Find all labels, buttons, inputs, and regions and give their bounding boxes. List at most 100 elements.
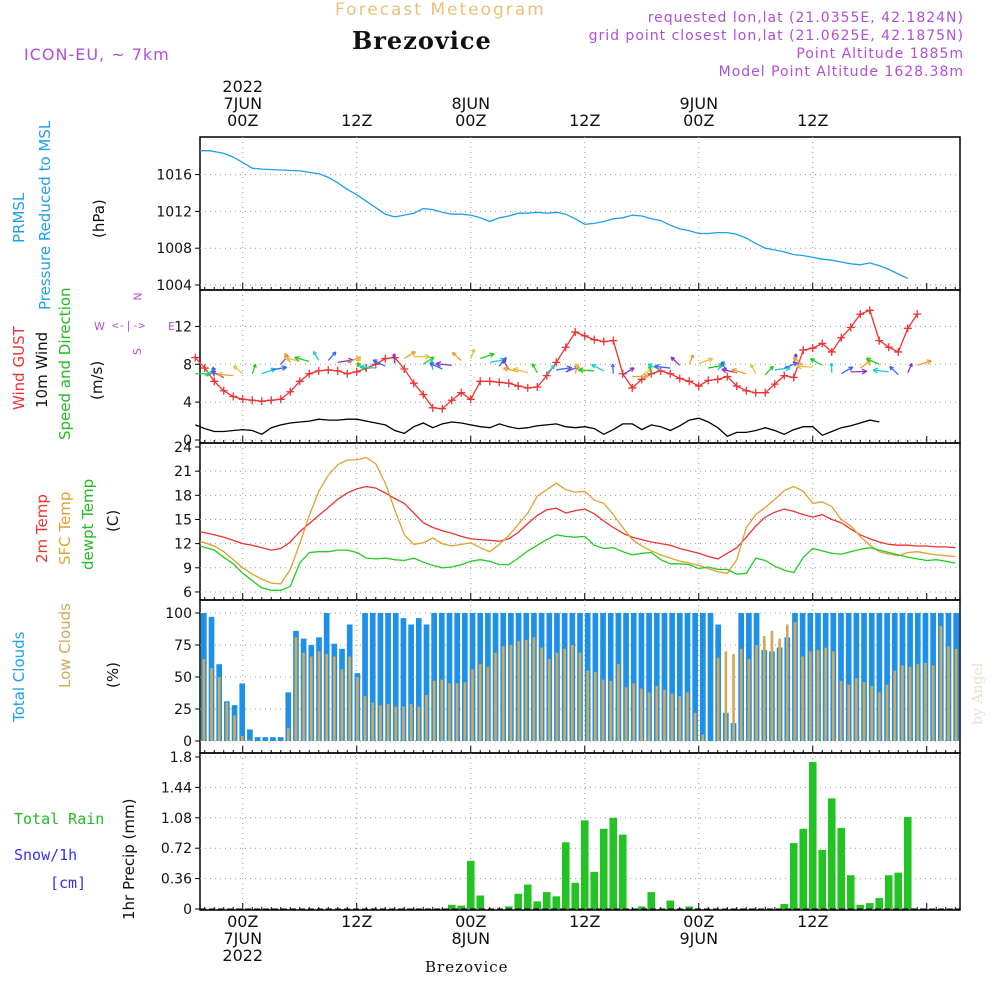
low-cloud-bar (609, 680, 613, 741)
wind-arrow (917, 360, 932, 366)
wind-arrow (670, 356, 681, 366)
total-cloud-bar (431, 613, 437, 741)
wind-arrow-head (647, 363, 653, 369)
gust-marker (713, 375, 722, 384)
top-time-line: 2022 (222, 77, 264, 96)
gust-marker (191, 353, 200, 362)
low-cloud-bar (340, 669, 344, 741)
total-cloud-bar (438, 613, 445, 741)
low-cloud-bar (916, 664, 920, 741)
gust-marker (742, 386, 751, 395)
wind10-line (195, 417, 880, 437)
total-cloud-bar (247, 729, 253, 741)
wind-arrow-head (211, 366, 216, 371)
wind-arrow (217, 373, 234, 377)
rain-bar (827, 798, 836, 909)
requested-coords: requested lon,lat (21.0355E, 42.1824N) (647, 10, 964, 26)
bottom-time-label: 12Z (317, 913, 397, 930)
wind-arrow-head (578, 367, 584, 374)
total-cloud-bar (699, 613, 706, 741)
low-cloud-bar (363, 696, 367, 741)
low-cloud-bar (379, 705, 382, 741)
gust-marker (913, 310, 922, 319)
gust-marker (780, 371, 789, 380)
model-altitude: Model Point Altitude 1628.38m (718, 64, 964, 80)
low-cloud-bar (724, 651, 728, 741)
low-cloud-bar (547, 659, 551, 741)
total-cloud-bar (423, 624, 430, 741)
wind-arrow-head (889, 365, 894, 371)
gust-marker (238, 395, 247, 404)
rain-bar (903, 816, 912, 909)
meteogram-subtitle: Forecast Meteogram (335, 0, 546, 20)
precip-ytick-label: 0.36 (161, 872, 192, 888)
low-cloud-bar (770, 630, 774, 741)
wind-arrow (889, 366, 899, 376)
low-cloud-bar (532, 637, 536, 741)
total-cloud-bar (600, 613, 606, 741)
wind-arrow (810, 358, 823, 366)
wind-arrow (731, 368, 747, 375)
gust-marker (656, 366, 665, 375)
total-cloud-bar (876, 613, 883, 741)
low-cloud-bar (333, 656, 336, 741)
wind-arrow-head (629, 367, 635, 372)
low-cloud-bar (847, 684, 851, 741)
low-cloud-bar (225, 702, 229, 741)
wind-arrow (327, 351, 337, 361)
gust-marker (257, 397, 266, 406)
total-cloud-bar (392, 613, 399, 741)
wind-arrow (654, 365, 671, 369)
gust-marker (229, 392, 238, 401)
wind-arrow (784, 362, 798, 369)
rain-bar (875, 898, 884, 909)
clouds-ytick-label: 0 (183, 734, 192, 750)
pressure-frame (199, 136, 961, 291)
low-cloud-bar (901, 665, 904, 741)
bottom-time-line: 00Z (455, 912, 487, 931)
gust-marker (324, 365, 333, 374)
total-cloud-bar (638, 613, 645, 741)
wind-arrow-head (232, 365, 238, 370)
wind-arrow (251, 364, 257, 374)
low-cloud-bar (816, 650, 820, 741)
low-cloud-bar (878, 692, 881, 741)
location-title: Brezovice (352, 26, 492, 55)
temp-ytick-label: 9 (183, 561, 192, 577)
gust-marker (723, 372, 732, 381)
gust-marker (818, 339, 827, 348)
gust-marker (210, 377, 219, 386)
wind-arrow (612, 364, 614, 374)
wind-arrow-head (908, 363, 913, 367)
pressure-ytick-label: 1012 (156, 204, 192, 220)
wind-arrow (480, 353, 495, 360)
precip-ytick-label: 1.08 (161, 811, 192, 827)
precip-frame (199, 752, 961, 911)
gust-marker (314, 366, 323, 375)
gust-marker (476, 377, 485, 386)
low-cloud-bar (509, 645, 513, 741)
wind-arrow (578, 369, 595, 372)
pressure-ytick-label: 1016 (156, 168, 192, 184)
low-cloud-bar (686, 692, 689, 741)
rain-bar (523, 884, 532, 909)
low-cloud-bar (217, 677, 221, 741)
total-cloud-bar (661, 613, 668, 741)
gust-marker (419, 390, 428, 399)
bottom-time-label: 00Z 8JUN (431, 913, 511, 947)
wind-arrow (840, 366, 854, 375)
pressure-ytick-label: 1008 (156, 241, 192, 257)
wind-arrow-head (574, 363, 580, 369)
top-time-line: 12Z (569, 111, 601, 130)
wind-arrow-head (512, 367, 519, 373)
wind-arrow-head (861, 368, 868, 375)
low-cloud-bar (831, 651, 835, 741)
rain-bar (799, 828, 808, 909)
wind-arrow (422, 356, 435, 365)
bottom-time-line: 00Z (227, 912, 259, 931)
low-cloud-bar (732, 653, 735, 741)
gust-marker (248, 396, 257, 405)
gust-marker (571, 328, 580, 337)
wind-arrow-head (809, 358, 815, 363)
wind-arrow-head (550, 364, 556, 370)
